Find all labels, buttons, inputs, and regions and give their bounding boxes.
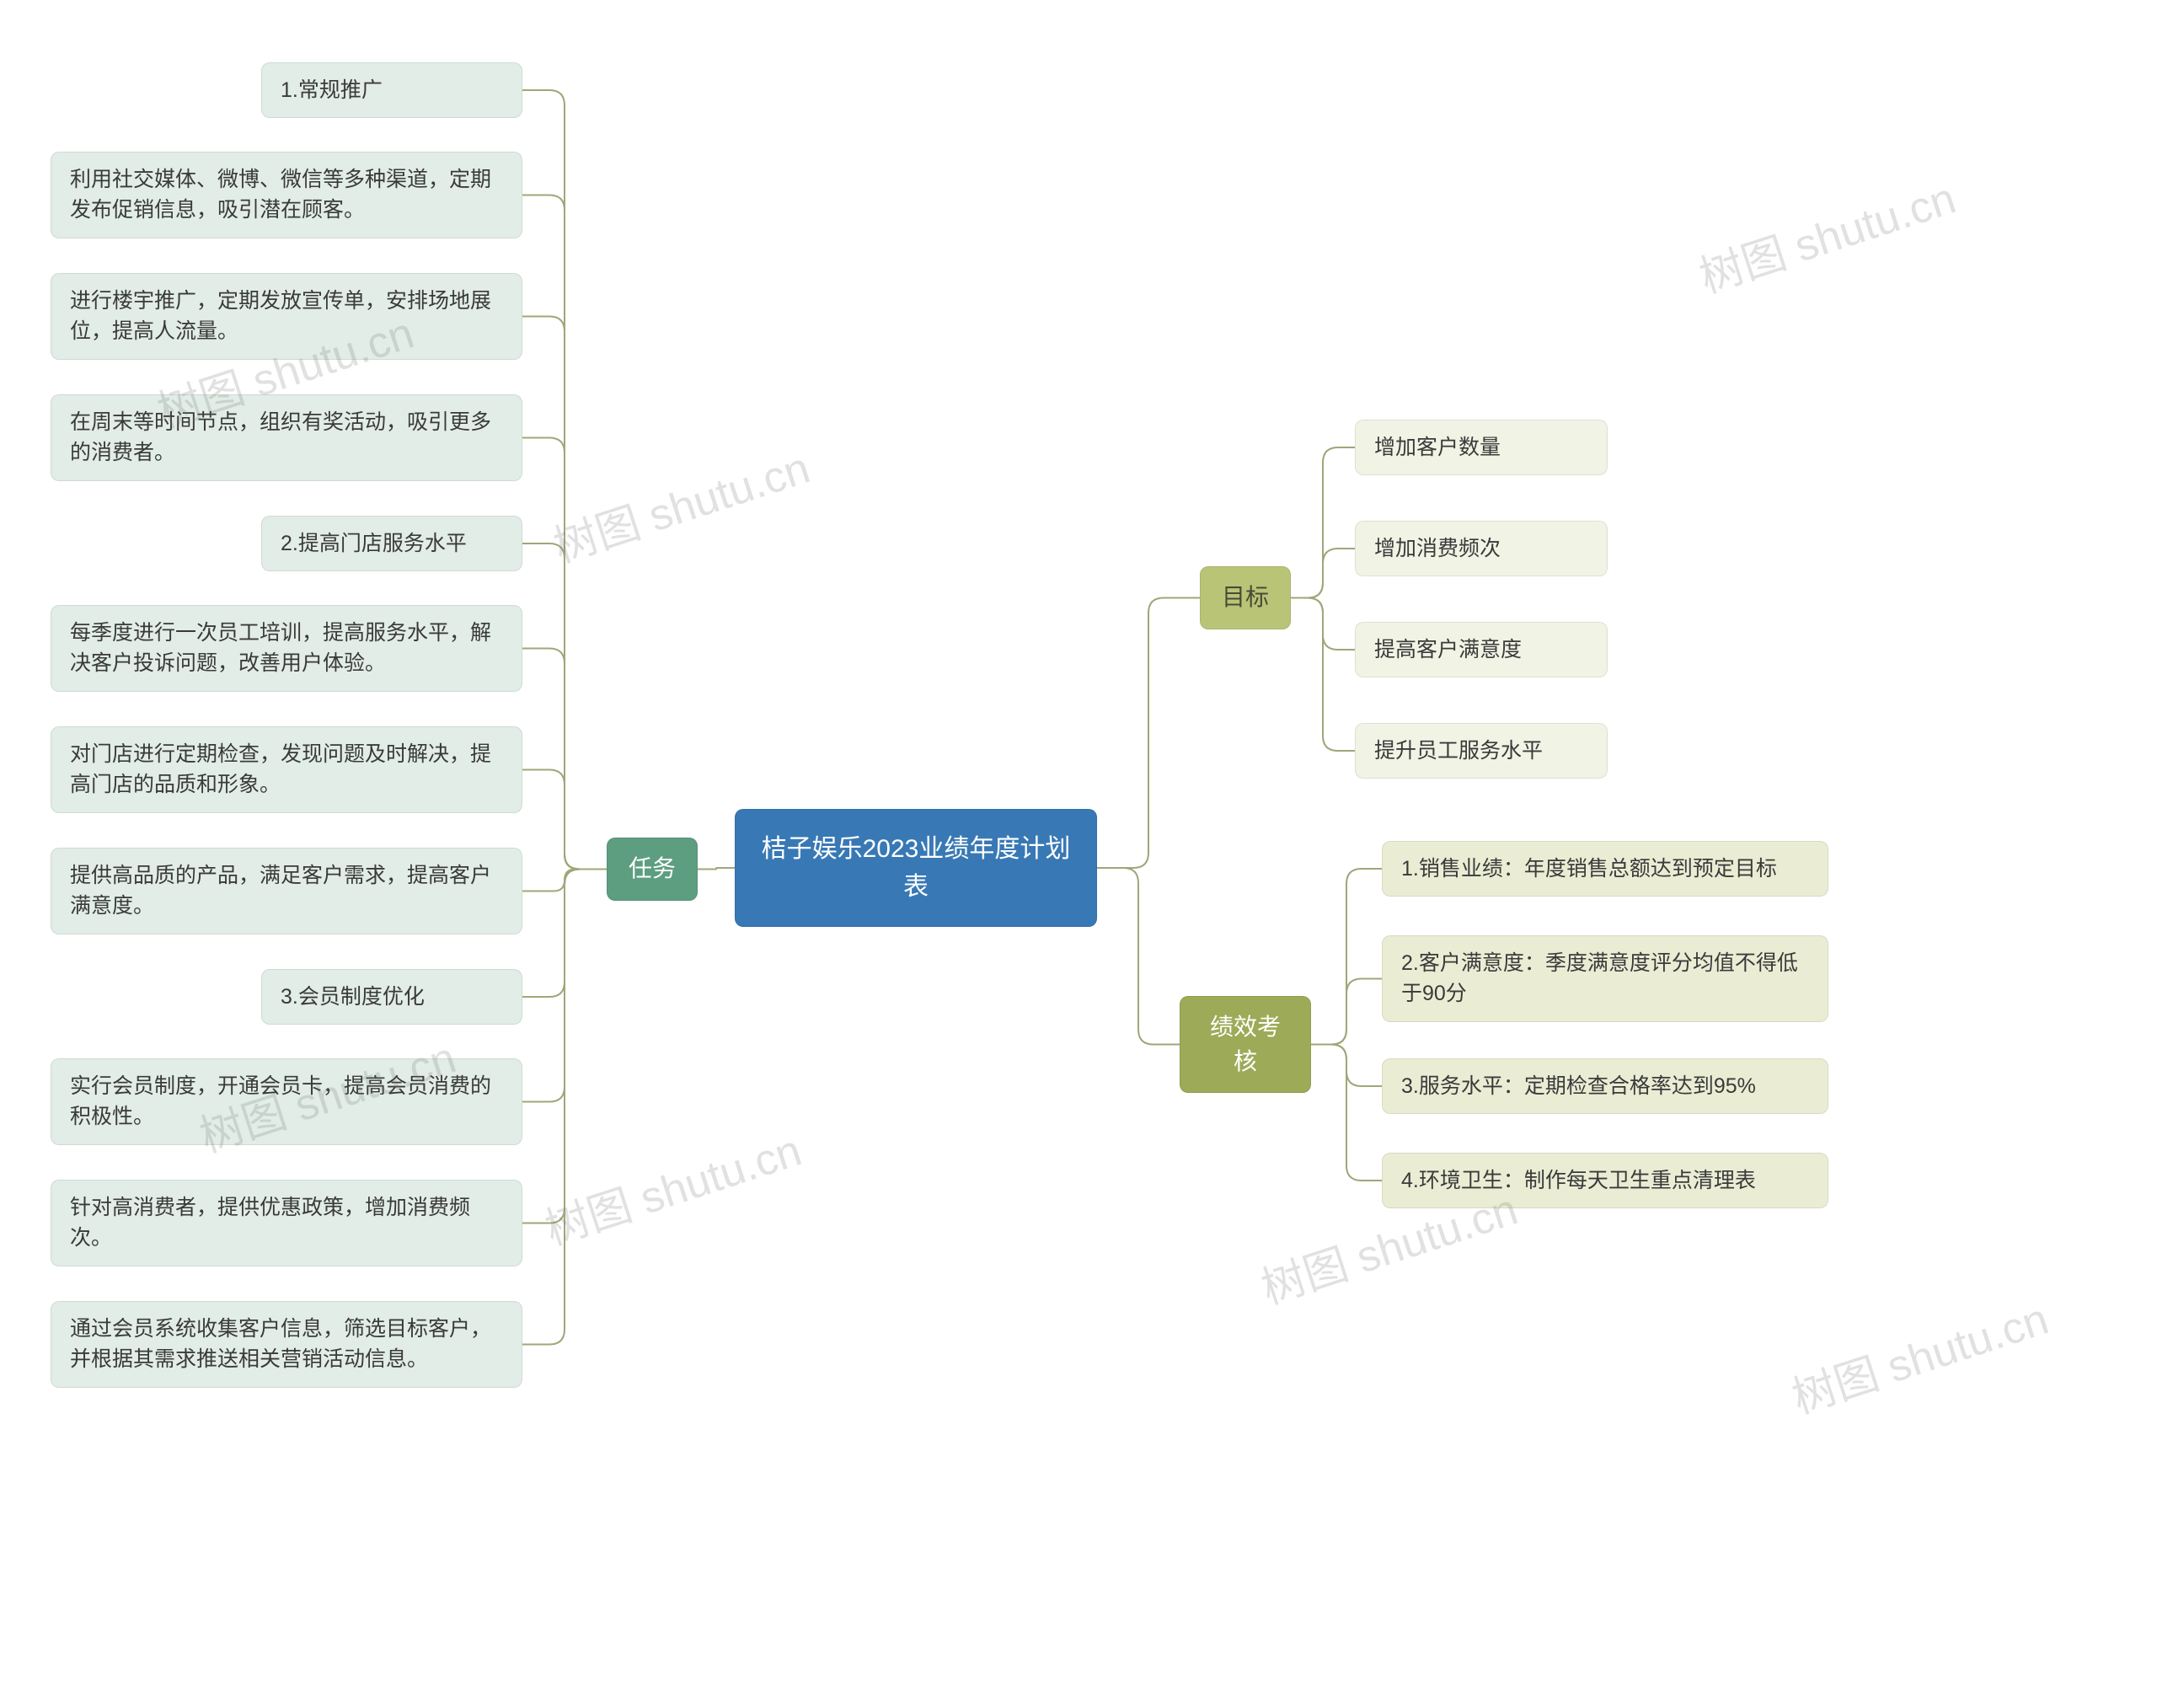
leaf-task-4: 2.提高门店服务水平 bbox=[261, 516, 522, 571]
leaf-text: 提高客户满意度 bbox=[1374, 638, 1522, 661]
leaf-text: 3.服务水平：定期检查合格率达到95% bbox=[1401, 1074, 1756, 1098]
leaf-task-6: 对门店进行定期检查，发现问题及时解决，提高门店的品质和形象。 bbox=[51, 726, 522, 813]
leaf-goal-0: 增加客户数量 bbox=[1355, 420, 1608, 475]
leaf-task-11: 通过会员系统收集客户信息，筛选目标客户，并根据其需求推送相关营销活动信息。 bbox=[51, 1301, 522, 1388]
leaf-text: 实行会员制度，开通会员卡，提高会员消费的积极性。 bbox=[70, 1074, 491, 1128]
watermark: 树图 shutu.cn bbox=[1783, 1283, 2055, 1426]
root-node-text: 桔子娱乐2023业绩年度计划表 bbox=[762, 835, 1071, 901]
leaf-text: 2.提高门店服务水平 bbox=[281, 532, 467, 555]
leaf-goal-1: 增加消费频次 bbox=[1355, 521, 1608, 576]
watermark: 树图 shutu.cn bbox=[536, 1115, 808, 1257]
leaf-text: 增加客户数量 bbox=[1374, 436, 1501, 459]
branch-task: 任务 bbox=[607, 838, 698, 901]
leaf-task-3: 在周末等时间节点，组织有奖活动，吸引更多的消费者。 bbox=[51, 394, 522, 481]
leaf-text: 每季度进行一次员工培训，提高服务水平，解决客户投诉问题，改善用户体验。 bbox=[70, 621, 491, 675]
leaf-text: 提升员工服务水平 bbox=[1374, 739, 1543, 763]
leaf-task-9: 实行会员制度，开通会员卡，提高会员消费的积极性。 bbox=[51, 1058, 522, 1145]
watermark: 树图 shutu.cn bbox=[544, 432, 816, 575]
leaf-text: 针对高消费者，提供优惠政策，增加消费频次。 bbox=[70, 1196, 470, 1250]
leaf-task-1: 利用社交媒体、微博、微信等多种渠道，定期发布促销信息，吸引潜在顾客。 bbox=[51, 152, 522, 238]
leaf-task-2: 进行楼宇推广，定期发放宣传单，安排场地展位，提高人流量。 bbox=[51, 273, 522, 360]
leaf-text: 4.环境卫生：制作每天卫生重点清理表 bbox=[1401, 1169, 1756, 1192]
leaf-text: 1.销售业绩：年度销售总额达到预定目标 bbox=[1401, 857, 1777, 881]
leaf-text: 3.会员制度优化 bbox=[281, 985, 425, 1009]
leaf-task-7: 提供高品质的产品，满足客户需求，提高客户满意度。 bbox=[51, 848, 522, 934]
watermark: 树图 shutu.cn bbox=[1690, 163, 1962, 305]
branch-goal: 目标 bbox=[1200, 566, 1291, 629]
leaf-task-0: 1.常规推广 bbox=[261, 62, 522, 118]
leaf-text: 1.常规推广 bbox=[281, 78, 383, 102]
leaf-text: 利用社交媒体、微博、微信等多种渠道，定期发布促销信息，吸引潜在顾客。 bbox=[70, 168, 491, 222]
leaf-task-10: 针对高消费者，提供优惠政策，增加消费频次。 bbox=[51, 1180, 522, 1266]
leaf-task-5: 每季度进行一次员工培训，提高服务水平，解决客户投诉问题，改善用户体验。 bbox=[51, 605, 522, 692]
leaf-text: 进行楼宇推广，定期发放宣传单，安排场地展位，提高人流量。 bbox=[70, 289, 491, 343]
leaf-goal-2: 提高客户满意度 bbox=[1355, 622, 1608, 677]
branch-kpi: 绩效考核 bbox=[1180, 996, 1311, 1093]
leaf-text: 对门店进行定期检查，发现问题及时解决，提高门店的品质和形象。 bbox=[70, 742, 491, 796]
leaf-kpi-2: 3.服务水平：定期检查合格率达到95% bbox=[1382, 1058, 1828, 1114]
branch-goal-text: 目标 bbox=[1222, 584, 1269, 610]
leaf-text: 增加消费频次 bbox=[1374, 537, 1501, 560]
mindmap-canvas: { "type": "mindmap", "canvas": { "width"… bbox=[0, 0, 2157, 1708]
leaf-kpi-0: 1.销售业绩：年度销售总额达到预定目标 bbox=[1382, 841, 1828, 897]
leaf-goal-3: 提升员工服务水平 bbox=[1355, 723, 1608, 779]
leaf-text: 在周末等时间节点，组织有奖活动，吸引更多的消费者。 bbox=[70, 410, 491, 464]
leaf-text: 通过会员系统收集客户信息，筛选目标客户，并根据其需求推送相关营销活动信息。 bbox=[70, 1317, 491, 1371]
branch-kpi-text: 绩效考核 bbox=[1210, 1014, 1281, 1074]
leaf-kpi-3: 4.环境卫生：制作每天卫生重点清理表 bbox=[1382, 1153, 1828, 1208]
leaf-task-8: 3.会员制度优化 bbox=[261, 969, 522, 1025]
leaf-text: 提供高品质的产品，满足客户需求，提高客户满意度。 bbox=[70, 864, 491, 918]
leaf-kpi-1: 2.客户满意度：季度满意度评分均值不得低于90分 bbox=[1382, 935, 1828, 1022]
branch-task-text: 任务 bbox=[629, 855, 676, 881]
leaf-text: 2.客户满意度：季度满意度评分均值不得低于90分 bbox=[1401, 951, 1798, 1005]
root-node: 桔子娱乐2023业绩年度计划表 bbox=[735, 809, 1097, 927]
